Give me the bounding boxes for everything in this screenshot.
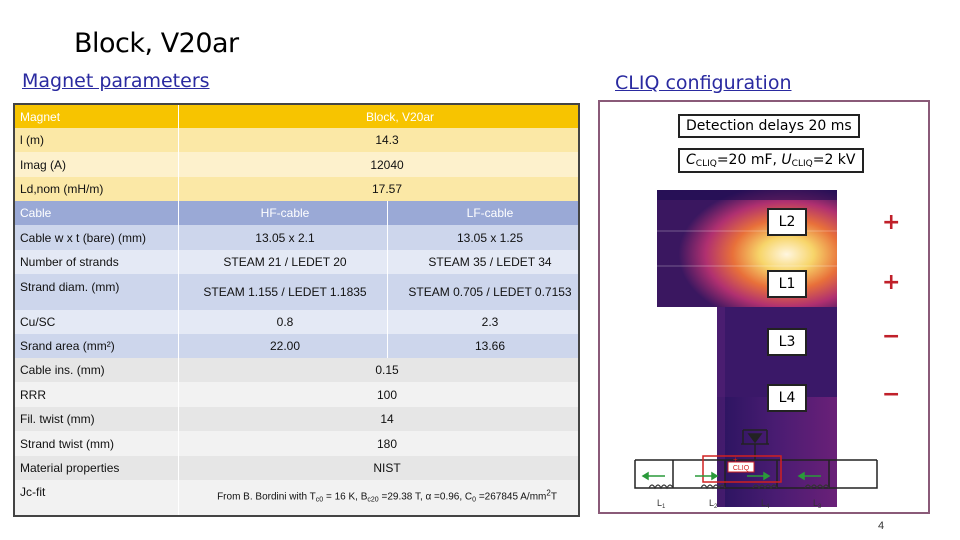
polarity-l1: + [882, 270, 901, 295]
hf-value: STEAM 1.155 / LEDET 1.1835 [203, 285, 367, 299]
hf-value: 13.05 x 2.1 [255, 230, 315, 245]
row-label: Cable [20, 206, 52, 220]
row-value: Block, V20ar [365, 109, 435, 124]
row-label: Imag (A) [20, 157, 67, 172]
cliq-configuration-heading: CLIQ configuration [615, 72, 792, 94]
inductor-label-3: L3 [813, 498, 822, 510]
coil-label-l3: L3 [767, 328, 807, 356]
table-row-strand-twist: Strand twist (mm) 180 [15, 431, 578, 456]
jc-text: T [550, 491, 557, 503]
table-row-length: l (m) 14.3 [15, 128, 578, 152]
slide-title: Block, V20ar [74, 28, 239, 59]
jc-sub: c20 [367, 496, 379, 504]
lf-value: 2.3 [481, 315, 499, 329]
lf-value: STEAM 35 / LEDET 34 [428, 255, 552, 269]
jc-sub: 0 [472, 496, 477, 504]
table-row-strand-area: Srand area (mm²) 22.00 13.66 [15, 334, 578, 358]
table-row-jc-fit: Jc-fit From B. Bordini with Tc0 = 16 K, … [15, 480, 578, 515]
row-label: Strand twist (mm) [20, 436, 115, 451]
inductor-label-1: L1 [657, 498, 666, 510]
hf-value: 22.00 [269, 339, 301, 353]
table-row-imag: Imag (A) 12040 [15, 152, 578, 177]
voltage-sub: CLIQ [791, 159, 813, 169]
jc-text: =267845 A/mm [476, 491, 547, 503]
magnet-parameters-heading: Magnet parameters [22, 70, 210, 92]
table-row-cable-header: Cable HF-cable LF-cable [15, 201, 578, 225]
jc-text: From B. Bordini with T [217, 491, 316, 503]
page-number: 4 [878, 520, 885, 532]
row-label: Cu/SC [20, 315, 56, 329]
voltage-symbol: U [781, 152, 792, 168]
lf-value: STEAM 0.705 / LEDET 0.7153 [408, 285, 572, 299]
row-value: 100 [376, 387, 398, 402]
row-value: 14.3 [375, 133, 399, 147]
row-value: NIST [373, 461, 401, 475]
detection-delays-callout: Detection delays 20 ms [678, 114, 860, 138]
voltage-value: =2 kV [812, 152, 856, 168]
row-label: Ld,nom (mH/m) [20, 182, 104, 196]
hf-value: 0.8 [276, 315, 294, 329]
row-label: Fil. twist (mm) [20, 412, 95, 426]
row-value: 180 [376, 436, 398, 451]
table-row-strand-diam: Strand diam. (mm) STEAM 1.155 / LEDET 1.… [15, 274, 578, 310]
row-label: Cable w x t (bare) (mm) [20, 230, 147, 245]
row-label: RRR [20, 387, 46, 402]
hf-cable-header: HF-cable [260, 206, 310, 220]
table-row-cable-ins: Cable ins. (mm) 0.15 [15, 358, 578, 382]
table-row-rrr: RRR 100 [15, 382, 578, 407]
coil-label-l2: L2 [767, 208, 807, 236]
row-value: 14 [380, 412, 394, 426]
row-value: 12040 [370, 157, 404, 172]
circuit-plus: + [733, 455, 738, 464]
row-value: 0.15 [375, 363, 399, 377]
magnet-parameters-table: Magnet Block, V20ar l (m) 14.3 Imag (A) … [13, 103, 580, 517]
table-row-magnet: Magnet Block, V20ar [15, 105, 578, 128]
table-row-material: Material properties NIST [15, 456, 578, 480]
table-row-ld: Ld,nom (mH/m) 17.57 [15, 177, 578, 201]
inductor-label-2: L2 [709, 498, 718, 510]
row-label: Strand diam. (mm) [20, 279, 120, 294]
hf-value: STEAM 21 / LEDET 20 [223, 255, 347, 269]
row-label: Material properties [20, 461, 120, 475]
row-label: l (m) [20, 133, 44, 147]
lf-cable-header: LF-cable [466, 206, 514, 220]
capacitance-symbol: C [686, 152, 696, 168]
row-label: Cable ins. (mm) [20, 363, 105, 377]
row-value: 17.57 [371, 182, 403, 196]
jc-text: =29.38 T, α =0.96, C [378, 491, 473, 503]
polarity-l2: + [882, 210, 901, 235]
jc-text: = 16 K, B [323, 491, 368, 503]
polarity-l4: − [882, 382, 901, 407]
circuit-cliq-label: CLIQ [733, 465, 750, 472]
lf-value: 13.66 [474, 339, 506, 353]
table-row-strands: Number of strands STEAM 21 / LEDET 20 ST… [15, 250, 578, 274]
table-row-cusc: Cu/SC 0.8 2.3 [15, 310, 578, 334]
row-label: Magnet [20, 109, 61, 124]
jc-sub: c0 [315, 496, 324, 504]
inductor-label-4: L4 [761, 498, 770, 510]
lf-value: 13.05 x 1.25 [456, 230, 524, 245]
cliq-params-callout: CCLIQ=20 mF, UCLIQ=2 kV [678, 148, 864, 173]
coil-label-l4: L4 [767, 384, 807, 412]
table-row-fil-twist: Fil. twist (mm) 14 [15, 407, 578, 431]
cliq-circuit-diagram: CLIQ + L1 L2 L4 L3 [634, 429, 878, 510]
capacitance-value: =20 mF, [716, 152, 782, 168]
row-label: Jc-fit [20, 485, 46, 500]
coil-label-l1: L1 [767, 270, 807, 298]
polarity-l3: − [882, 324, 901, 349]
row-label: Number of strands [20, 255, 119, 269]
jc-fit-value: From B. Bordini with Tc0 = 16 K, Bc20 =2… [217, 488, 557, 503]
table-row-cable-wxt: Cable w x t (bare) (mm) 13.05 x 2.1 13.0… [15, 225, 578, 250]
capacitance-sub: CLIQ [695, 159, 717, 169]
row-label: Srand area (mm²) [20, 339, 115, 353]
jc-sup: 2 [546, 488, 551, 498]
